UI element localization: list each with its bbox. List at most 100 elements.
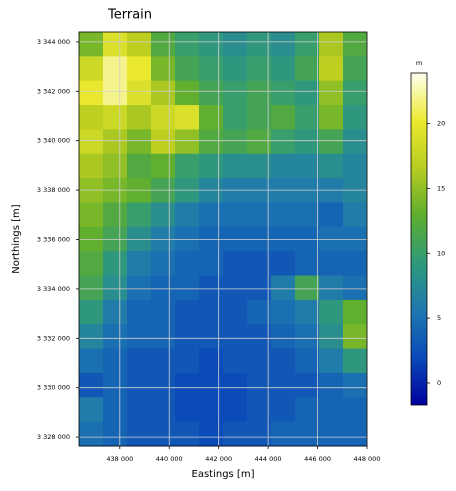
x-tick-label: 442 000 [205,455,232,463]
cell [199,202,224,228]
cell [79,105,104,130]
cell [295,80,320,106]
cell [223,397,248,423]
cell [319,56,344,82]
cell [127,251,152,277]
colorbar-tick-label: 20 [437,120,445,128]
cell [295,275,320,301]
cell [79,275,104,301]
cell [223,32,248,57]
colorbar-tick-label: 10 [437,249,445,257]
cell [103,421,128,447]
cell [127,56,152,82]
cell [103,56,128,82]
cell [199,129,224,155]
cell [247,421,272,447]
cell [319,348,344,374]
cell [319,80,344,106]
cell [127,153,152,179]
cell [319,202,344,228]
cell [103,129,128,155]
cell [79,80,104,106]
cell [271,299,296,325]
cell [79,56,104,82]
cell [103,299,128,325]
cell [199,32,224,57]
x-axis-label: Eastings [m] [192,469,255,480]
cell [343,324,368,350]
cell [247,105,272,130]
x-tick-label: 448 000 [354,455,381,463]
cell [295,397,320,423]
cell [247,348,272,374]
cell [151,275,176,301]
cell [319,372,344,398]
cell [127,80,152,106]
cell [295,153,320,179]
cell [79,372,104,398]
cell [271,153,296,179]
cell [151,324,176,350]
x-tick-label: 444 000 [255,455,282,463]
cell [79,32,104,57]
y-tick-label: 3 336 000 [37,235,70,243]
cell [151,129,176,155]
cell [79,129,104,155]
cell [79,348,104,374]
cell [343,178,368,203]
cell [295,32,320,57]
cell [175,397,200,423]
cell [127,202,152,228]
cell [319,275,344,301]
cell [343,275,368,301]
cell [223,372,248,398]
cell [175,202,200,228]
cell [127,348,152,374]
colorbar [410,72,428,406]
cell [247,129,272,155]
cell [223,202,248,228]
y-tick-label: 3 332 000 [37,334,70,342]
cell [199,372,224,398]
cell [319,105,344,130]
cell [223,324,248,350]
cell [223,299,248,325]
cell [223,105,248,130]
cell [295,421,320,447]
cell [343,56,368,82]
cell [223,129,248,155]
cell [175,421,200,447]
cell [79,324,104,350]
cell [151,56,176,82]
cell [247,178,272,203]
cell [247,80,272,106]
cell [247,56,272,82]
cell [271,129,296,155]
cell [295,202,320,228]
cell [319,251,344,277]
cell [223,275,248,301]
cell [103,178,128,203]
cell [319,299,344,325]
cell [199,178,224,203]
cell [247,372,272,398]
plot-frame [78,31,368,447]
cell [127,397,152,423]
cell [175,348,200,374]
cell [247,397,272,423]
cell [271,202,296,228]
colorbar-tick-label: 5 [437,314,441,322]
colorbar-tick-label: 0 [437,379,441,387]
cell [271,105,296,130]
cell [199,299,224,325]
cell [271,56,296,82]
cell [223,348,248,374]
cell [199,105,224,130]
cell [223,153,248,179]
cell [319,421,344,447]
cell [295,372,320,398]
cell [79,421,104,447]
cell [271,80,296,106]
cell [343,129,368,155]
